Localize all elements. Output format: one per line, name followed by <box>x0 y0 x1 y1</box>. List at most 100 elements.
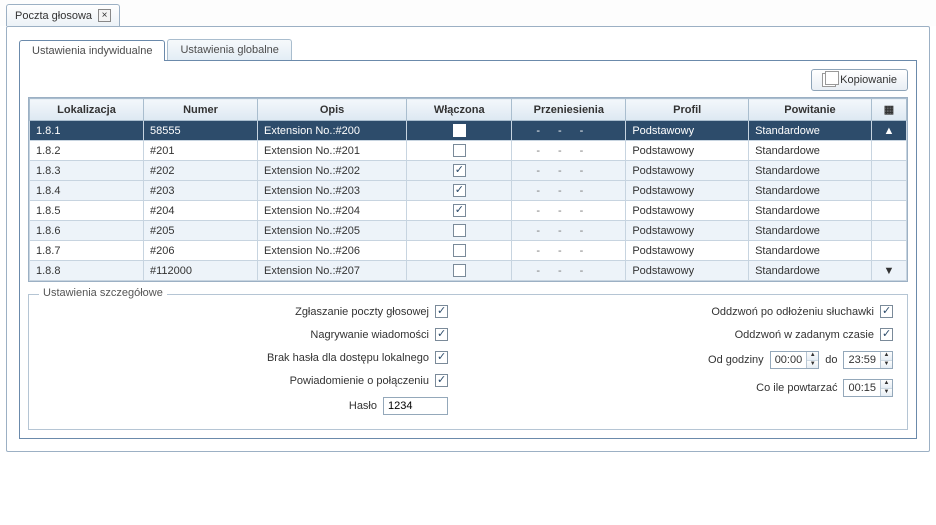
cell-enabled <box>407 261 512 281</box>
col-opis[interactable]: Opis <box>258 99 407 121</box>
cell-enabled <box>407 141 512 161</box>
enabled-checkbox[interactable] <box>453 224 466 237</box>
chk-record-msg[interactable] <box>435 328 448 341</box>
tab-global[interactable]: Ustawienia globalne <box>167 39 291 60</box>
window-tab-voicemail[interactable]: Poczta głosowa × <box>6 4 120 26</box>
cell: 1.8.1 <box>30 121 144 141</box>
cell: Extension No.:#204 <box>258 201 407 221</box>
table-row[interactable]: 1.8.4#203Extension No.:#203---Podstawowy… <box>30 181 907 201</box>
cell: Extension No.:#203 <box>258 181 407 201</box>
cell: #206 <box>144 241 258 261</box>
cell: Standardowe <box>749 121 872 141</box>
cell-enabled <box>407 121 512 141</box>
grid: Lokalizacja Numer Opis Włączona Przenies… <box>28 97 908 282</box>
cell: #204 <box>144 201 258 221</box>
enabled-checkbox[interactable] <box>453 124 466 137</box>
toolbar: Kopiowanie <box>28 69 908 91</box>
cell: 1.8.4 <box>30 181 144 201</box>
label-call-notify: Powiadomienie o połączeniu <box>290 375 429 387</box>
repeat-spinner[interactable]: 00:15 ▲▼ <box>843 379 893 397</box>
cell: Podstawowy <box>626 121 749 141</box>
cell: Standardowe <box>749 261 872 281</box>
tab-individual[interactable]: Ustawienia indywidualne <box>19 40 165 61</box>
spinner-arrows-icon[interactable]: ▲▼ <box>880 380 892 396</box>
close-icon[interactable]: × <box>98 9 111 22</box>
copy-button[interactable]: Kopiowanie <box>811 69 908 91</box>
scrollbar-track <box>871 221 906 241</box>
col-profil[interactable]: Profil <box>626 99 749 121</box>
cell: Standardowe <box>749 161 872 181</box>
enabled-checkbox[interactable] <box>453 264 466 277</box>
cell: Podstawowy <box>626 261 749 281</box>
label-from-hour: Od godziny <box>708 354 764 366</box>
table-row[interactable]: 1.8.6#205Extension No.:#205---Podstawowy… <box>30 221 907 241</box>
cell-enabled <box>407 181 512 201</box>
tab-global-label: Ustawienia globalne <box>180 44 278 56</box>
cell: Podstawowy <box>626 201 749 221</box>
from-hour-spinner[interactable]: 00:00 ▲▼ <box>770 351 820 369</box>
password-input[interactable] <box>383 397 448 415</box>
cell: Extension No.:#201 <box>258 141 407 161</box>
cell: #201 <box>144 141 258 161</box>
row-voicemail-report: Zgłaszanie poczty głosowej <box>43 305 448 318</box>
cell-transfers: --- <box>512 241 626 261</box>
col-powitanie[interactable]: Powitanie <box>749 99 872 121</box>
table-row[interactable]: 1.8.2#201Extension No.:#201---Podstawowy… <box>30 141 907 161</box>
table-row[interactable]: 1.8.158555Extension No.:#200---Podstawow… <box>30 121 907 141</box>
chk-call-notify[interactable] <box>435 374 448 387</box>
cell: Extension No.:#200 <box>258 121 407 141</box>
enabled-checkbox[interactable] <box>453 144 466 157</box>
cell-transfers: --- <box>512 181 626 201</box>
row-no-pwd-local: Brak hasła dla dostępu lokalnego <box>43 351 448 364</box>
table-row[interactable]: 1.8.3#202Extension No.:#202---Podstawowy… <box>30 161 907 181</box>
spinner-arrows-icon[interactable]: ▲▼ <box>880 352 892 368</box>
cell: #203 <box>144 181 258 201</box>
cell: Podstawowy <box>626 161 749 181</box>
chk-voicemail-report[interactable] <box>435 305 448 318</box>
enabled-checkbox[interactable] <box>453 164 466 177</box>
cell: Podstawowy <box>626 221 749 241</box>
window-tab-bar: Poczta głosowa × <box>0 0 936 26</box>
row-repeat: Co ile powtarzać 00:15 ▲▼ <box>488 379 893 397</box>
enabled-checkbox[interactable] <box>453 204 466 217</box>
enabled-checkbox[interactable] <box>453 244 466 257</box>
cell: Standardowe <box>749 181 872 201</box>
grid-header-row: Lokalizacja Numer Opis Włączona Przenies… <box>30 99 907 121</box>
enabled-checkbox[interactable] <box>453 184 466 197</box>
cell-transfers: --- <box>512 221 626 241</box>
chk-callback-hangup[interactable] <box>880 305 893 318</box>
column-picker-icon[interactable]: ▦ <box>871 99 906 121</box>
col-lokalizacja[interactable]: Lokalizacja <box>30 99 144 121</box>
cell-transfers: --- <box>512 161 626 181</box>
cell: 1.8.7 <box>30 241 144 261</box>
row-record-msg: Nagrywanie wiadomości <box>43 328 448 341</box>
scroll-down-icon[interactable]: ▼ <box>871 261 906 281</box>
cell: Extension No.:#202 <box>258 161 407 181</box>
label-to: do <box>825 354 837 366</box>
to-hour-spinner[interactable]: 23:59 ▲▼ <box>843 351 893 369</box>
col-wlaczona[interactable]: Włączona <box>407 99 512 121</box>
chk-callback-time[interactable] <box>880 328 893 341</box>
cell-enabled <box>407 161 512 181</box>
label-callback-hangup: Oddzwoń po odłożeniu słuchawki <box>711 306 874 318</box>
tab-panel: Kopiowanie Lokalizacja Numer Opis Włączo… <box>19 61 917 439</box>
spinner-arrows-icon[interactable]: ▲▼ <box>806 352 818 368</box>
scrollbar-track <box>871 141 906 161</box>
table-row[interactable]: 1.8.7#206Extension No.:#206---Podstawowy… <box>30 241 907 261</box>
copy-button-label: Kopiowanie <box>840 74 897 86</box>
label-repeat: Co ile powtarzać <box>756 382 837 394</box>
col-przeniesienia[interactable]: Przeniesienia <box>512 99 626 121</box>
cell: Standardowe <box>749 201 872 221</box>
table-row[interactable]: 1.8.5#204Extension No.:#204---Podstawowy… <box>30 201 907 221</box>
table-row[interactable]: 1.8.8#112000Extension No.:#207---Podstaw… <box>30 261 907 281</box>
row-hours: Od godziny 00:00 ▲▼ do 23:59 ▲▼ <box>488 351 893 369</box>
panel: Ustawienia indywidualne Ustawienia globa… <box>6 26 930 452</box>
cell: Podstawowy <box>626 241 749 261</box>
repeat-value: 00:15 <box>844 380 880 396</box>
cell: #202 <box>144 161 258 181</box>
scrollbar-track <box>871 201 906 221</box>
col-numer[interactable]: Numer <box>144 99 258 121</box>
chk-no-pwd-local[interactable] <box>435 351 448 364</box>
scroll-up-icon[interactable]: ▲ <box>871 121 906 141</box>
cell-enabled <box>407 221 512 241</box>
